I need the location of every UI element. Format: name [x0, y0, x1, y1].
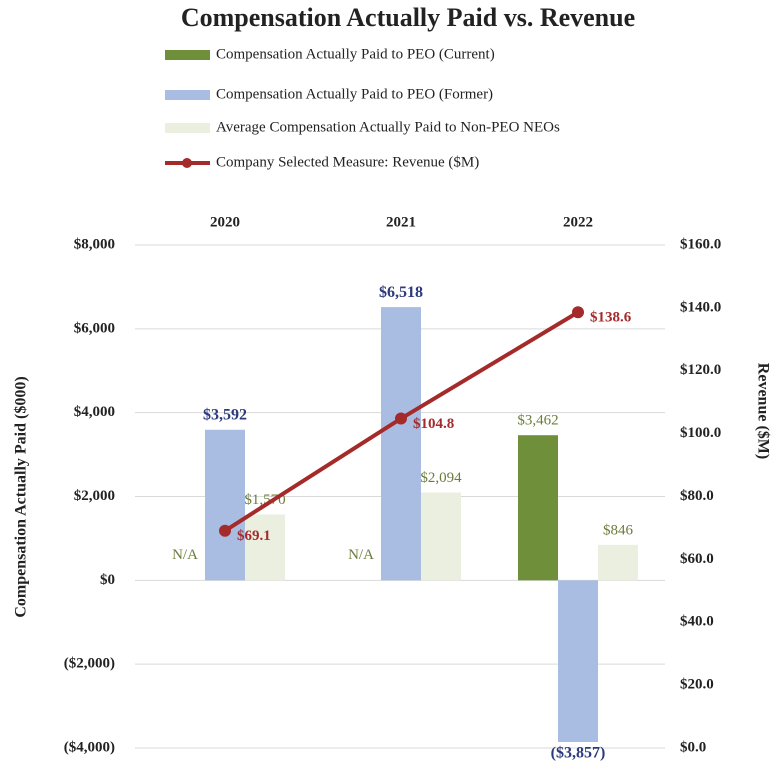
y2-tick-label: $0.0 [680, 739, 706, 755]
y-tick-label: ($4,000) [64, 739, 115, 755]
value-label: $1,570 [244, 492, 285, 508]
x-tick-label: 2021 [386, 214, 416, 230]
value-label: $69.1 [237, 528, 271, 544]
y2-tick-label: $60.0 [680, 551, 714, 567]
line-marker [572, 306, 584, 319]
value-label: N/A [348, 547, 374, 563]
y2-tick-label: $140.0 [680, 299, 721, 315]
y-tick-label: $6,000 [74, 320, 115, 336]
value-label: $6,518 [379, 284, 423, 301]
bar [245, 514, 285, 581]
y2-tick-label: $80.0 [680, 488, 714, 504]
legend-swatch [165, 123, 210, 133]
line-marker [219, 524, 231, 537]
legend-label: Compensation Actually Paid to PEO (Curre… [216, 46, 495, 62]
value-label: N/A [172, 547, 198, 563]
chart-title: Compensation Actually Paid vs. Revenue [181, 3, 635, 32]
legend-marker [182, 158, 192, 168]
y2-tick-label: $100.0 [680, 425, 721, 441]
y-tick-label: ($2,000) [64, 656, 115, 672]
bar [421, 492, 461, 581]
y2-tick-label: $20.0 [680, 677, 714, 693]
bar [205, 429, 245, 581]
y2-tick-label: $160.0 [680, 236, 721, 252]
legend-label: Average Compensation Actually Paid to No… [216, 119, 560, 135]
y-axis-title: Compensation Actually Paid ($000) [13, 376, 30, 617]
value-label: ($3,857) [551, 745, 606, 762]
y-tick-label: $2,000 [74, 488, 115, 504]
value-label: $3,592 [203, 406, 247, 423]
line-marker [395, 412, 407, 425]
y-tick-label: $8,000 [74, 236, 115, 252]
y2-axis-title: Revenue ($M) [754, 363, 771, 459]
y2-tick-label: $40.0 [680, 614, 714, 630]
value-label: $846 [603, 522, 634, 538]
value-label: $138.6 [590, 310, 632, 326]
x-tick-label: 2020 [210, 214, 240, 230]
bar [598, 544, 638, 581]
legend-label: Company Selected Measure: Revenue ($M) [216, 154, 479, 170]
legend-label: Compensation Actually Paid to PEO (Forme… [216, 86, 493, 102]
y2-tick-label: $120.0 [680, 362, 721, 378]
bar [518, 435, 558, 581]
value-label: $2,094 [420, 470, 462, 486]
y-tick-label: $0 [100, 572, 115, 588]
x-tick-label: 2022 [563, 214, 593, 230]
bar [558, 580, 598, 743]
value-label: $104.8 [413, 416, 454, 432]
legend-swatch [165, 50, 210, 60]
value-label: $3,462 [517, 413, 558, 429]
y-tick-label: $4,000 [74, 404, 115, 420]
legend-swatch [165, 90, 210, 100]
bar [381, 307, 421, 581]
